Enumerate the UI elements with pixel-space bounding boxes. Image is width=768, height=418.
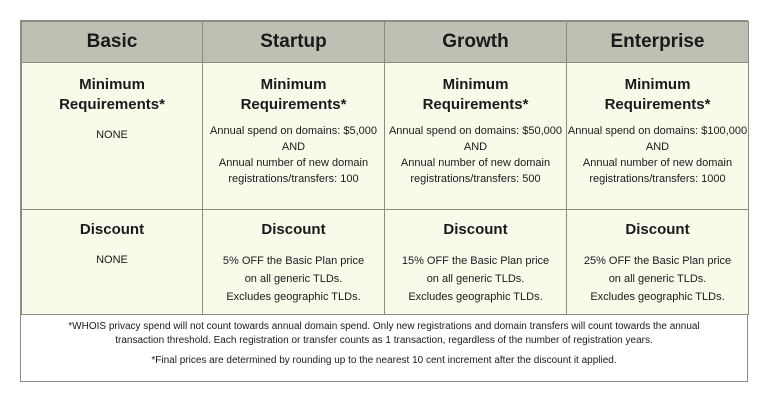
enterprise-and: AND [645, 141, 670, 153]
startup-discount-text: 5% OFF the Basic Plan price on all gener… [222, 255, 365, 285]
plan-header-growth: Growth [384, 21, 567, 63]
growth-discount-cell: Discount 15% OFF the Basic Plan price on… [384, 209, 567, 315]
discount-heading: Discount [443, 221, 508, 238]
plan-header-startup: Startup [202, 21, 385, 63]
startup-discount-cell: Discount 5% OFF the Basic Plan price on … [202, 209, 385, 315]
growth-spend: Annual spend on domains: $50,000 [388, 125, 563, 137]
enterprise-discount-text: 25% OFF the Basic Plan price on all gene… [583, 255, 732, 285]
discount-heading: Discount [261, 221, 326, 238]
growth-requirements-cell: Minimum Requirements* Annual spend on do… [384, 62, 567, 210]
growth-and: AND [463, 141, 488, 153]
discount-heading: Discount [79, 221, 145, 238]
header-row: Basic Startup Growth Enterprise [21, 21, 749, 63]
footnote-final-prices: *Final prices are determined by rounding… [151, 355, 617, 366]
basic-discount-value: NONE [96, 254, 128, 266]
enterprise-registrations: Annual number of new domain registration… [582, 157, 733, 185]
discount-row: Discount NONE Discount 5% OFF the Basic … [21, 209, 749, 315]
enterprise-spend: Annual spend on domains: $100,000 [567, 125, 748, 137]
basic-requirements-cell: Minimum Requirements* NONE [21, 62, 203, 210]
enterprise-discount-cell: Discount 25% OFF the Basic Plan price on… [566, 209, 749, 315]
growth-discount-text: 15% OFF the Basic Plan price on all gene… [401, 255, 550, 285]
growth-exclusion: Excludes geographic TLDs. [408, 291, 543, 303]
startup-registrations: Annual number of new domain registration… [218, 157, 369, 185]
requirements-heading: Minimum Requirements* [240, 76, 347, 113]
enterprise-requirements-cell: Minimum Requirements* Annual spend on do… [566, 62, 749, 210]
requirements-row: Minimum Requirements* NONE Minimum Requi… [21, 62, 749, 210]
plan-header-enterprise: Enterprise [566, 21, 749, 63]
requirements-heading: Minimum Requirements* [59, 76, 165, 113]
basic-requirements-value: NONE [96, 129, 128, 141]
requirements-heading: Minimum Requirements* [422, 76, 529, 113]
startup-and: AND [281, 141, 306, 153]
startup-requirements-cell: Minimum Requirements* Annual spend on do… [202, 62, 385, 210]
requirements-heading: Minimum Requirements* [604, 76, 711, 113]
discount-heading: Discount [625, 221, 690, 238]
plan-header-basic: Basic [21, 21, 203, 63]
enterprise-exclusion: Excludes geographic TLDs. [590, 291, 725, 303]
startup-exclusion: Excludes geographic TLDs. [226, 291, 361, 303]
pricing-table: Basic Startup Growth Enterprise Minimum … [21, 21, 749, 315]
startup-spend: Annual spend on domains: $5,000 [210, 125, 377, 137]
basic-discount-cell: Discount NONE [21, 209, 203, 315]
pricing-table-container: Basic Startup Growth Enterprise Minimum … [20, 20, 749, 382]
growth-registrations: Annual number of new domain registration… [400, 157, 551, 185]
footnote-whois: *WHOIS privacy spend will not count towa… [68, 321, 700, 346]
footnotes: *WHOIS privacy spend will not count towa… [21, 312, 747, 368]
